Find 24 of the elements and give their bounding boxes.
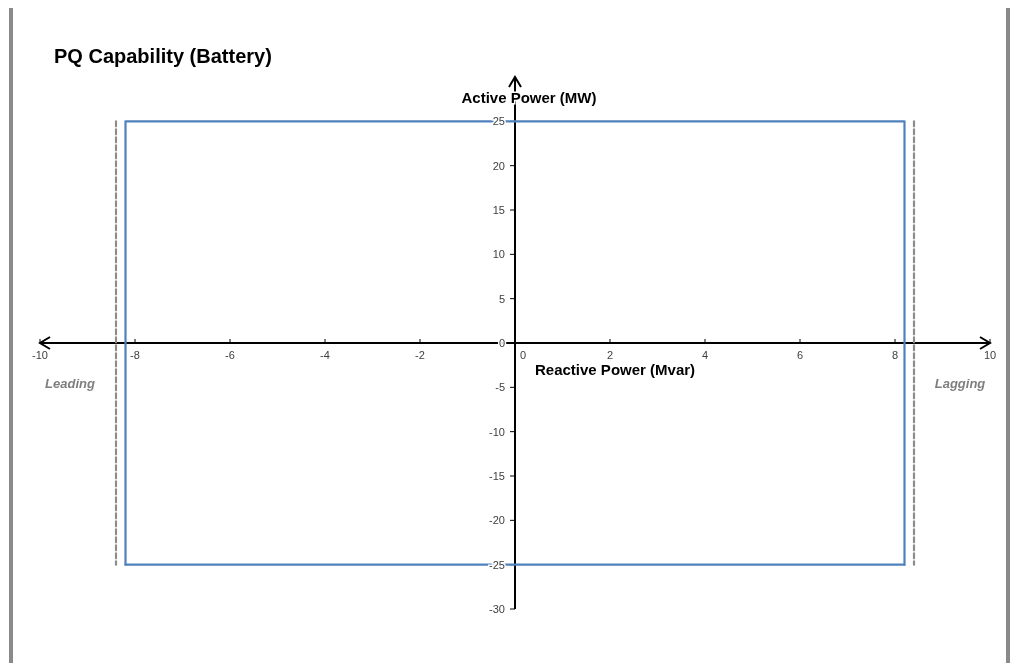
x-tick-label: -10 — [32, 349, 48, 361]
y-tick-label: 5 — [498, 292, 505, 305]
y-tick-label: -15 — [489, 470, 505, 482]
x-tick-label: 10 — [983, 349, 997, 361]
y-tick-label: -20 — [489, 514, 505, 527]
x-tick-label: 2 — [606, 349, 614, 361]
x-tick-label: -8 — [130, 349, 140, 361]
y-tick-label: -5 — [495, 381, 505, 394]
x-tick-label: 0 — [519, 349, 527, 361]
x-tick-label: -2 — [415, 349, 425, 361]
y-tick-label: -10 — [489, 425, 505, 438]
chart-title: PQ Capability (Battery) — [54, 45, 272, 67]
y-tick-label: 15 — [492, 204, 505, 216]
y-tick-label: 10 — [492, 248, 505, 261]
x-tick-label: -6 — [225, 349, 235, 361]
x-axis-title: Reactive Power (Mvar) — [535, 361, 696, 378]
annotation: Leading — [45, 376, 95, 391]
y-tick-label: 20 — [492, 159, 505, 172]
x-tick-label: 8 — [891, 349, 899, 361]
x-tick-label: 6 — [796, 349, 804, 361]
x-tick-label: 4 — [701, 349, 709, 361]
annotation: Lagging — [934, 376, 986, 391]
y-tick-label: -30 — [489, 603, 505, 615]
x-tick-label: -4 — [320, 349, 330, 361]
